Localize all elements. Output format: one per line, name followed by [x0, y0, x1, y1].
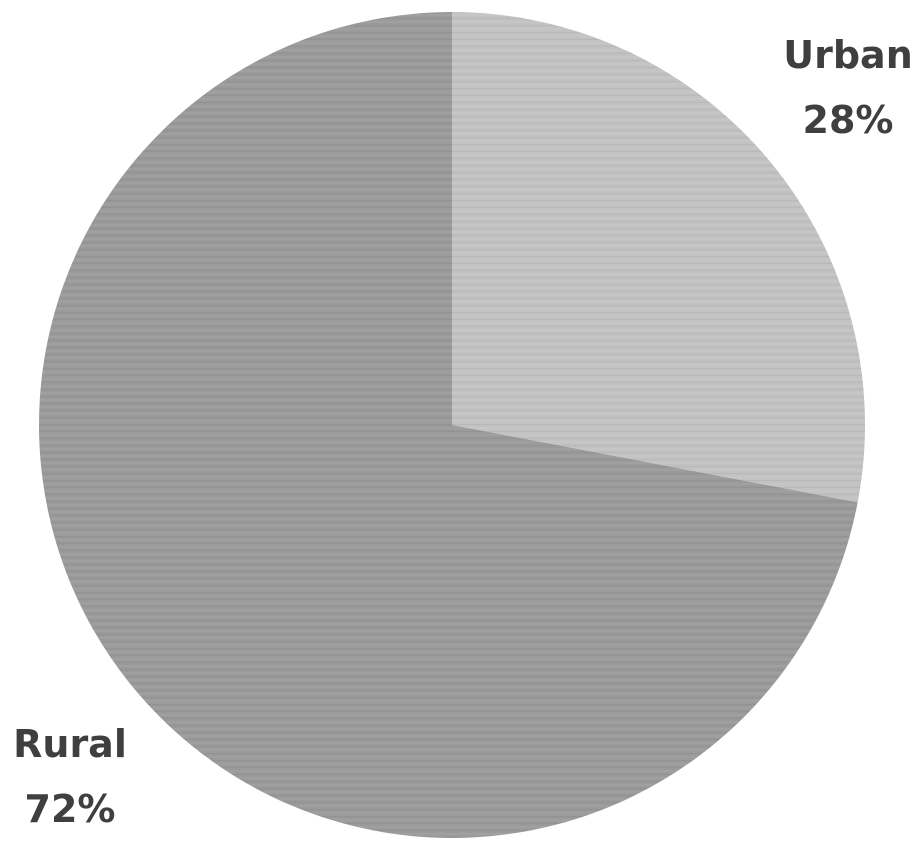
pie-slice-urban	[452, 12, 865, 503]
slice-value-rural: 72%	[25, 787, 116, 831]
pie-slices	[38, 12, 865, 838]
pie-labels: Urban 28% Rural 72%	[13, 33, 913, 831]
slice-label-urban: Urban	[783, 33, 913, 77]
slice-value-urban: 28%	[803, 98, 894, 142]
slice-label-rural: Rural	[13, 722, 127, 766]
